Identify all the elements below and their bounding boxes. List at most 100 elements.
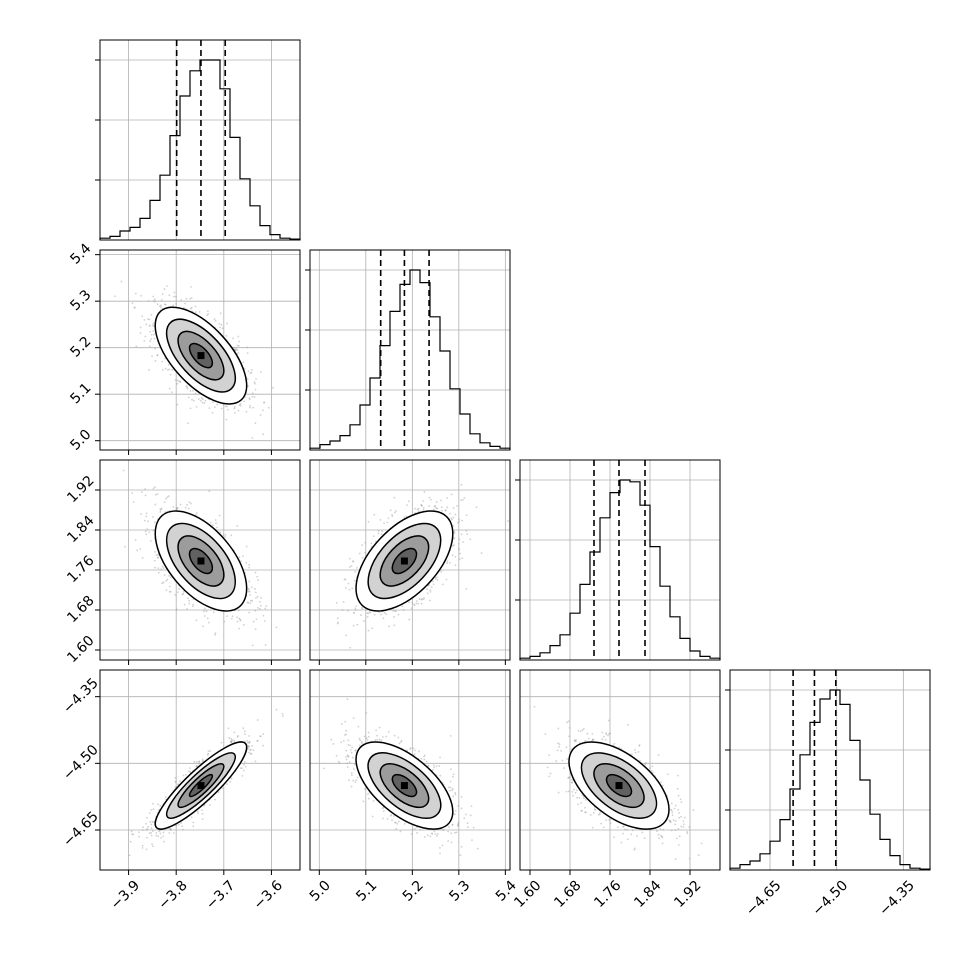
sample-point xyxy=(251,599,254,602)
sample-point xyxy=(180,299,183,301)
sample-point xyxy=(141,315,144,318)
sample-point xyxy=(198,763,200,765)
sample-point xyxy=(405,515,408,518)
sample-point xyxy=(164,303,167,306)
sample-point xyxy=(255,618,258,621)
sample-point xyxy=(152,330,155,332)
sample-point xyxy=(167,368,169,371)
sample-point xyxy=(252,406,255,409)
sample-point xyxy=(208,621,210,624)
sample-point xyxy=(248,745,251,748)
sample-point xyxy=(163,303,166,306)
sample-point xyxy=(168,294,171,297)
sample-point xyxy=(169,576,172,579)
sample-point xyxy=(204,399,207,402)
sample-point xyxy=(435,507,438,509)
sample-point xyxy=(250,371,253,374)
sample-point xyxy=(350,565,353,567)
sample-point xyxy=(440,570,443,573)
sample-point xyxy=(354,607,357,610)
sample-point xyxy=(164,357,167,360)
sample-point xyxy=(428,496,431,499)
sample-point xyxy=(178,588,181,590)
sample-point xyxy=(417,510,420,513)
sample-point xyxy=(237,735,240,737)
sample-point xyxy=(220,323,223,326)
sample-point xyxy=(174,786,177,789)
sample-point xyxy=(246,601,249,604)
sample-point xyxy=(446,506,449,509)
sample-point xyxy=(201,398,204,400)
sample-point xyxy=(145,822,147,825)
sample-point xyxy=(352,611,355,614)
sample-point xyxy=(165,589,168,591)
sample-point xyxy=(166,496,169,499)
sample-point xyxy=(151,324,154,327)
histogram-step xyxy=(309,269,511,450)
sample-point xyxy=(209,521,212,524)
sample-point xyxy=(203,615,206,617)
sample-point xyxy=(166,578,169,581)
sample-point xyxy=(354,571,356,573)
sample-point xyxy=(445,578,448,581)
sample-point xyxy=(258,600,261,603)
sample-point xyxy=(218,514,221,517)
sample-point xyxy=(420,602,423,605)
sample-point xyxy=(167,363,170,366)
sample-point xyxy=(237,335,240,338)
sample-point xyxy=(353,579,356,582)
sample-point xyxy=(188,501,191,504)
sample-point xyxy=(465,529,468,532)
sample-point xyxy=(367,629,370,632)
sample-point xyxy=(154,503,157,506)
sample-point xyxy=(152,295,155,298)
sample-point xyxy=(393,511,396,514)
sample-point xyxy=(450,518,453,521)
sample-point xyxy=(140,294,143,297)
sample-point xyxy=(371,627,374,630)
sample-point xyxy=(461,557,464,560)
sample-point xyxy=(348,557,351,560)
sample-point xyxy=(156,354,159,356)
sample-point xyxy=(249,372,252,375)
sample-point xyxy=(253,396,256,399)
sample-point xyxy=(157,553,159,556)
sample-point xyxy=(168,574,170,577)
sample-point xyxy=(230,738,233,740)
sample-point xyxy=(161,582,164,585)
sample-point xyxy=(250,369,253,371)
sample-point xyxy=(154,551,156,553)
sample-point xyxy=(448,512,451,515)
sample-point xyxy=(432,583,435,586)
sample-point xyxy=(247,385,249,387)
sample-point xyxy=(395,610,397,613)
histogram-step xyxy=(729,689,931,870)
sample-point xyxy=(227,727,230,730)
sample-point xyxy=(217,791,220,794)
sample-point xyxy=(420,504,423,506)
sample-point xyxy=(171,369,174,371)
sample-point xyxy=(154,300,156,303)
sample-point xyxy=(136,549,139,552)
sample-point xyxy=(336,622,339,625)
sample-point xyxy=(189,297,192,300)
sample-point xyxy=(452,516,455,519)
sample-point xyxy=(247,590,250,593)
sample-point xyxy=(262,614,265,617)
sample-point xyxy=(363,620,365,622)
sample-point xyxy=(139,326,142,329)
sample-point xyxy=(458,518,460,521)
sample-point xyxy=(169,827,172,830)
sample-point xyxy=(248,590,251,593)
sample-point xyxy=(408,601,410,604)
sample-point xyxy=(380,533,383,536)
sample-point xyxy=(453,532,456,534)
sample-point xyxy=(154,486,156,489)
sample-point xyxy=(176,403,179,406)
sample-point xyxy=(432,508,435,511)
sample-point xyxy=(450,493,453,496)
sample-point xyxy=(453,530,456,533)
sample-point xyxy=(153,298,156,301)
sample-point xyxy=(235,346,237,349)
